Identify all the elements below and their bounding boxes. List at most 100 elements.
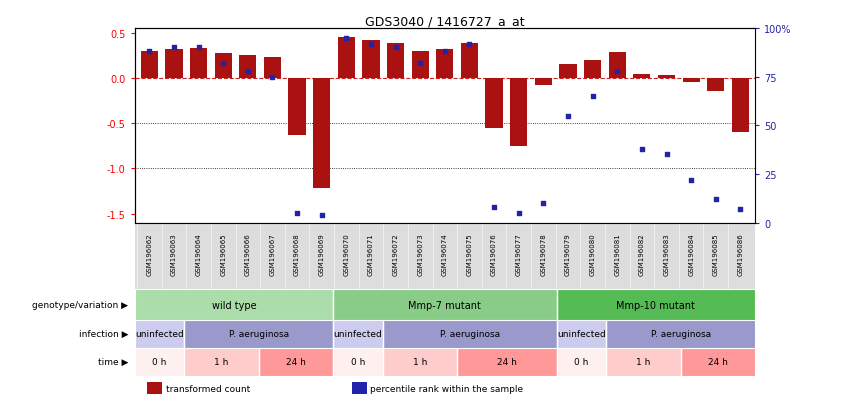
Text: Mmp-7 mutant: Mmp-7 mutant <box>409 300 481 310</box>
Bar <box>634 75 650 78</box>
Text: GSM196062: GSM196062 <box>147 233 152 275</box>
Point <box>536 200 550 207</box>
Text: uninfected: uninfected <box>557 330 606 339</box>
Point <box>266 74 279 81</box>
Bar <box>135 348 184 376</box>
Text: GSM196083: GSM196083 <box>663 233 669 276</box>
Text: 0 h: 0 h <box>152 357 167 366</box>
Point <box>290 210 304 217</box>
Bar <box>240 56 256 78</box>
Point <box>142 49 156 55</box>
Point <box>167 45 181 52</box>
Bar <box>165 50 182 78</box>
Point <box>463 41 477 48</box>
Text: 0 h: 0 h <box>351 357 365 366</box>
Text: 24 h: 24 h <box>708 357 728 366</box>
Text: percentile rank within the sample: percentile rank within the sample <box>371 384 523 393</box>
Point <box>339 36 353 42</box>
Bar <box>383 348 457 376</box>
Text: wild type: wild type <box>212 300 256 310</box>
Bar <box>707 78 725 92</box>
Text: GSM196063: GSM196063 <box>171 233 177 276</box>
Bar <box>135 290 333 320</box>
Bar <box>338 38 355 78</box>
Bar <box>681 348 755 376</box>
Bar <box>411 52 429 78</box>
Text: transformed count: transformed count <box>166 384 250 393</box>
Text: GSM196068: GSM196068 <box>294 233 300 276</box>
Bar <box>184 320 333 348</box>
Bar <box>556 348 606 376</box>
Bar <box>608 53 626 78</box>
Bar <box>535 78 552 86</box>
Bar <box>147 382 162 394</box>
Text: GSM196076: GSM196076 <box>491 233 497 276</box>
Bar <box>606 348 681 376</box>
Bar <box>352 382 367 394</box>
Bar <box>184 348 259 376</box>
Text: GSM196078: GSM196078 <box>541 233 546 276</box>
Point <box>216 61 230 67</box>
Text: GSM196074: GSM196074 <box>442 233 448 275</box>
Text: GSM196073: GSM196073 <box>418 233 424 276</box>
Bar <box>556 320 606 348</box>
Text: GSM196086: GSM196086 <box>738 233 743 276</box>
Text: GSM196069: GSM196069 <box>319 233 325 276</box>
Text: 24 h: 24 h <box>286 357 306 366</box>
Point <box>389 45 403 52</box>
Bar <box>288 78 306 135</box>
Point <box>512 210 526 217</box>
Text: 1 h: 1 h <box>214 357 228 366</box>
Bar <box>333 290 556 320</box>
Point <box>586 94 600 100</box>
Text: 24 h: 24 h <box>497 357 516 366</box>
Text: GSM196066: GSM196066 <box>245 233 251 276</box>
Text: GSM196075: GSM196075 <box>466 233 472 275</box>
Text: genotype/variation ▶: genotype/variation ▶ <box>32 300 128 309</box>
Point <box>660 152 674 159</box>
Text: uninfected: uninfected <box>135 330 184 339</box>
Bar <box>135 320 184 348</box>
Bar <box>510 78 528 146</box>
Text: infection ▶: infection ▶ <box>79 330 128 339</box>
Title: GDS3040 / 1416727_a_at: GDS3040 / 1416727_a_at <box>365 15 524 28</box>
Point <box>437 49 451 55</box>
Bar <box>606 320 755 348</box>
Text: GSM196082: GSM196082 <box>639 233 645 275</box>
Text: uninfected: uninfected <box>333 330 382 339</box>
Point <box>364 41 378 48</box>
Text: GSM196085: GSM196085 <box>713 233 719 275</box>
Point <box>561 113 575 120</box>
Point <box>684 177 698 184</box>
Text: GSM196067: GSM196067 <box>269 233 275 276</box>
Text: GSM196077: GSM196077 <box>516 233 522 276</box>
Point <box>315 212 329 218</box>
Text: P. aeruginosa: P. aeruginosa <box>651 330 711 339</box>
Text: GSM196065: GSM196065 <box>220 233 227 275</box>
Bar <box>658 76 675 78</box>
Text: Mmp-10 mutant: Mmp-10 mutant <box>616 300 695 310</box>
Point <box>413 61 427 67</box>
Bar <box>387 44 404 78</box>
Point <box>635 146 648 152</box>
Text: GSM196084: GSM196084 <box>688 233 694 275</box>
Bar <box>559 65 576 78</box>
Text: time ▶: time ▶ <box>98 357 128 366</box>
Bar <box>264 58 281 78</box>
Bar <box>313 78 331 189</box>
Bar <box>190 49 207 78</box>
Point <box>709 197 723 203</box>
Bar <box>461 44 478 78</box>
Bar <box>584 61 602 78</box>
Text: GSM196064: GSM196064 <box>195 233 201 275</box>
Text: GSM196070: GSM196070 <box>344 233 349 276</box>
Bar <box>437 50 453 78</box>
Text: GSM196071: GSM196071 <box>368 233 374 276</box>
Text: 0 h: 0 h <box>575 357 589 366</box>
Bar <box>457 348 556 376</box>
Text: P. aeruginosa: P. aeruginosa <box>228 330 289 339</box>
Text: 1 h: 1 h <box>413 357 427 366</box>
Bar <box>362 40 379 78</box>
Bar <box>485 78 503 128</box>
Text: GSM196081: GSM196081 <box>615 233 621 276</box>
